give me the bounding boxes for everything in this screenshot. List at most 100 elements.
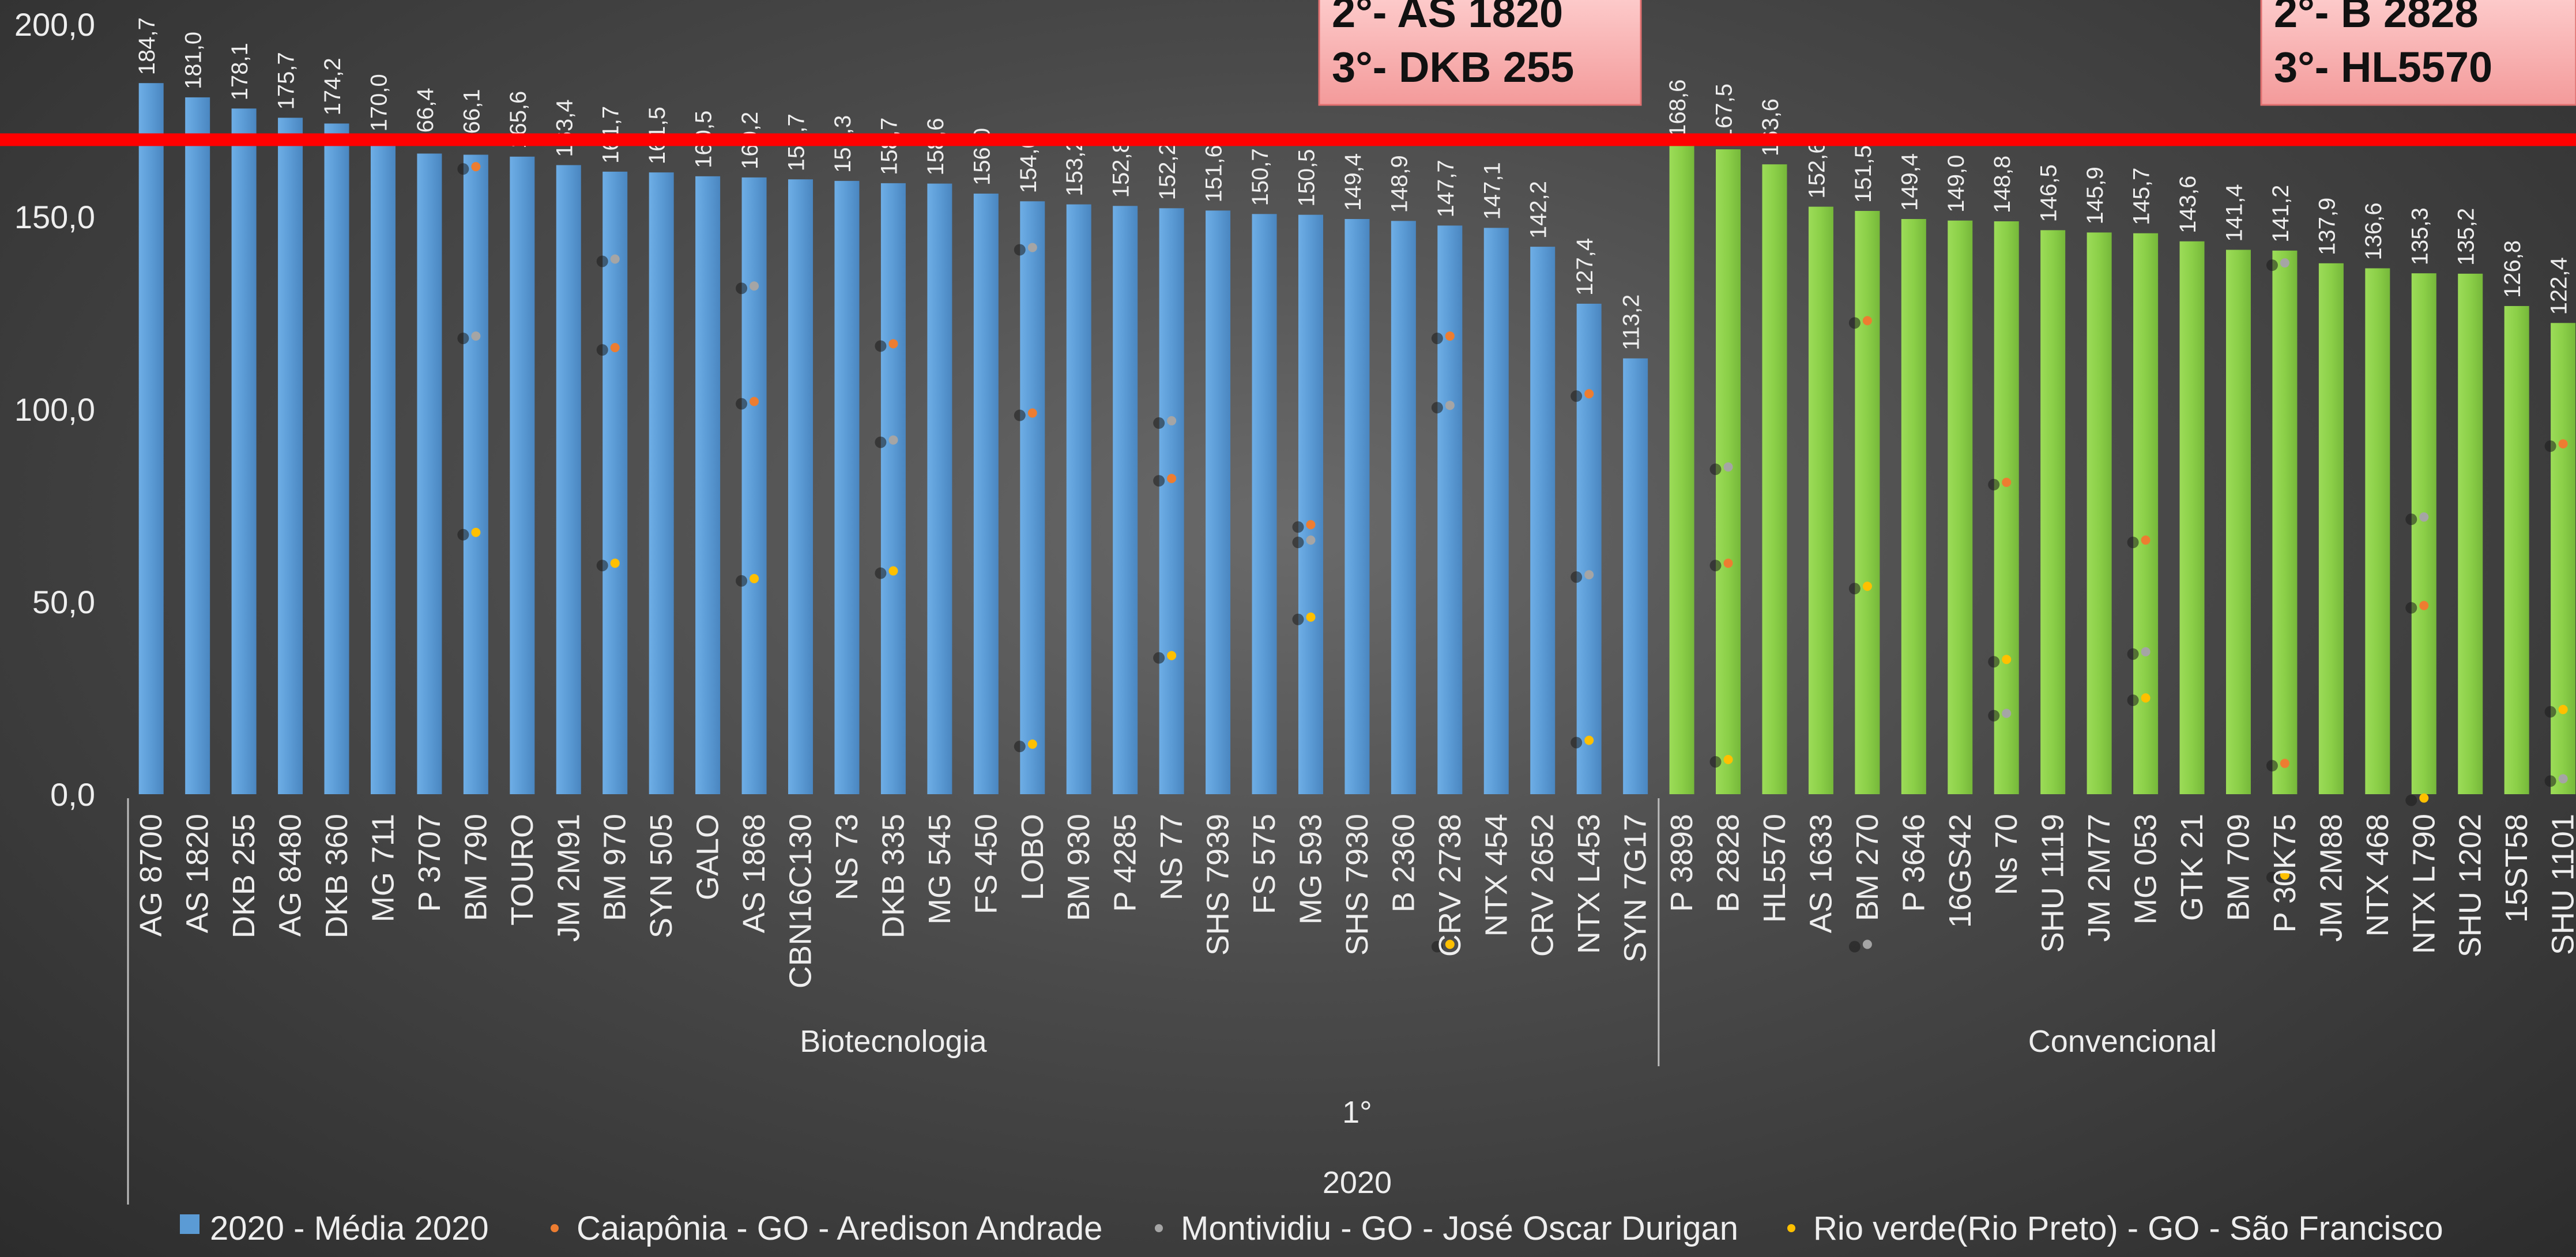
category-label: NTX 454 xyxy=(1479,814,1513,937)
category-label: AS 1633 xyxy=(1803,814,1838,933)
bar xyxy=(1345,219,1370,794)
category-label: P 3898 xyxy=(1664,814,1699,912)
bar xyxy=(1901,219,1926,794)
category-label: CRV 2738 xyxy=(1433,814,1467,957)
category-label: SHU 1101 xyxy=(2546,814,2576,955)
bar xyxy=(2458,273,2483,794)
category-label: AS 1820 xyxy=(180,814,215,933)
legend-swatch xyxy=(551,1224,559,1232)
marker-point xyxy=(2141,647,2151,656)
marker-shadow xyxy=(596,560,608,572)
bar xyxy=(278,118,303,795)
marker-shadow xyxy=(1988,478,2000,490)
bar xyxy=(2225,250,2251,794)
data-label: 153,2 xyxy=(1062,139,1087,197)
marker-shadow xyxy=(1709,756,1722,768)
callout-text: 2°- AS 1820 xyxy=(1332,0,1563,36)
marker-shadow xyxy=(1153,417,1165,429)
bar xyxy=(2087,232,2112,794)
marker-shadow xyxy=(1709,463,1722,475)
marker-shadow xyxy=(2127,537,2139,549)
callout-text: 2°- B 2828 xyxy=(2274,0,2479,36)
data-label: 141,2 xyxy=(2268,185,2293,243)
bar xyxy=(1020,201,1045,794)
bar xyxy=(138,83,164,795)
data-label: 151,6 xyxy=(1202,145,1227,202)
category-label: P 3646 xyxy=(1896,814,1931,912)
y-tick-label: 0,0 xyxy=(50,776,95,813)
category-label: 15ST58 xyxy=(2499,814,2534,923)
bar xyxy=(2040,230,2066,794)
data-label: 158,6 xyxy=(923,118,948,175)
bar xyxy=(1669,145,1694,795)
category-label: FS 575 xyxy=(1247,814,1282,914)
callout-box xyxy=(2260,0,2576,106)
marker-point xyxy=(2141,535,2151,545)
level2-label: 1° xyxy=(1342,1095,1372,1130)
bar xyxy=(2272,250,2298,794)
marker-shadow xyxy=(2544,440,2556,452)
marker-shadow xyxy=(875,567,887,579)
data-label: 127,4 xyxy=(1572,238,1598,296)
marker-point xyxy=(1723,558,1733,568)
marker-shadow xyxy=(1571,571,1583,583)
legend: 2020 - Média 2020 Caiapônia - GO - Aredis… xyxy=(180,1210,2443,1247)
category-label: SHU 1202 xyxy=(2453,814,2488,957)
marker-point xyxy=(2002,655,2012,665)
data-label: 170,0 xyxy=(366,74,391,131)
bar xyxy=(2133,233,2159,794)
marker-shadow xyxy=(2127,648,2139,660)
category-label: DKB 335 xyxy=(876,814,910,938)
category-label: 16GS42 xyxy=(1943,814,1978,928)
y-tick-label: 50,0 xyxy=(32,584,95,620)
bar xyxy=(1159,208,1184,795)
marker-point xyxy=(2002,477,2012,487)
bar xyxy=(1206,210,1231,794)
data-label: 152,2 xyxy=(1155,142,1180,200)
marker-point xyxy=(1723,462,1733,472)
marker-shadow xyxy=(736,282,748,295)
bar xyxy=(1437,225,1463,794)
data-label: 147,1 xyxy=(1479,162,1505,220)
category-label: B 2360 xyxy=(1386,814,1421,912)
category-label: JM 2M77 xyxy=(2082,814,2116,942)
marker-shadow xyxy=(736,398,748,410)
reference-line-layer xyxy=(0,133,2576,146)
bar xyxy=(880,183,906,794)
reference-line xyxy=(0,133,2576,146)
bar xyxy=(927,183,952,794)
category-label: P 4285 xyxy=(1108,814,1143,912)
marker-shadow xyxy=(457,529,469,541)
marker-shadow xyxy=(2405,602,2417,614)
bar xyxy=(2551,323,2576,794)
data-label: 143,6 xyxy=(2175,176,2201,233)
bar xyxy=(788,179,814,795)
bar xyxy=(370,139,396,794)
marker-point xyxy=(610,343,620,353)
bar xyxy=(2504,305,2529,794)
data-label: 151,5 xyxy=(1851,145,1876,203)
data-label: 145,7 xyxy=(2129,168,2155,225)
marker-shadow xyxy=(1431,333,1443,345)
category-label: MG 053 xyxy=(2129,814,2163,924)
bar xyxy=(1623,358,1648,794)
category-label: P 3707 xyxy=(412,814,447,912)
marker-point xyxy=(471,331,481,341)
bar xyxy=(741,177,767,794)
data-label: 147,7 xyxy=(1433,160,1459,217)
category-label: AG 8700 xyxy=(134,814,168,937)
x-axis-categories: AG 8700 AS 1820 DKB 255 AG 8480 DKB 360 MG 71… xyxy=(134,814,2576,988)
callout-box xyxy=(1318,0,1642,106)
category-label: NTX 468 xyxy=(2360,814,2395,937)
marker-point xyxy=(610,254,620,264)
category-label: MG 545 xyxy=(922,814,957,924)
data-label: 135,3 xyxy=(2407,207,2432,265)
marker-point xyxy=(1167,474,1177,484)
data-label: 142,2 xyxy=(1526,181,1551,239)
marker-point xyxy=(1723,754,1733,764)
category-label: NS 73 xyxy=(830,814,864,900)
category-label: GALO xyxy=(691,814,725,900)
bar xyxy=(2365,268,2390,795)
marker-shadow xyxy=(1153,652,1165,664)
marker-shadow xyxy=(2544,706,2556,718)
